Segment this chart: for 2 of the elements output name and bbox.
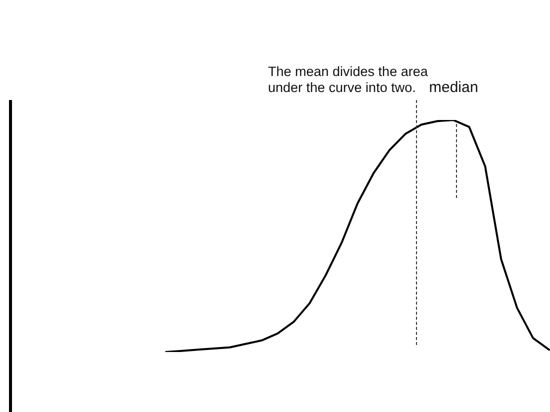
text: The mean divides the area under the curve into two. <box>268 64 428 95</box>
text: median <box>429 79 478 96</box>
